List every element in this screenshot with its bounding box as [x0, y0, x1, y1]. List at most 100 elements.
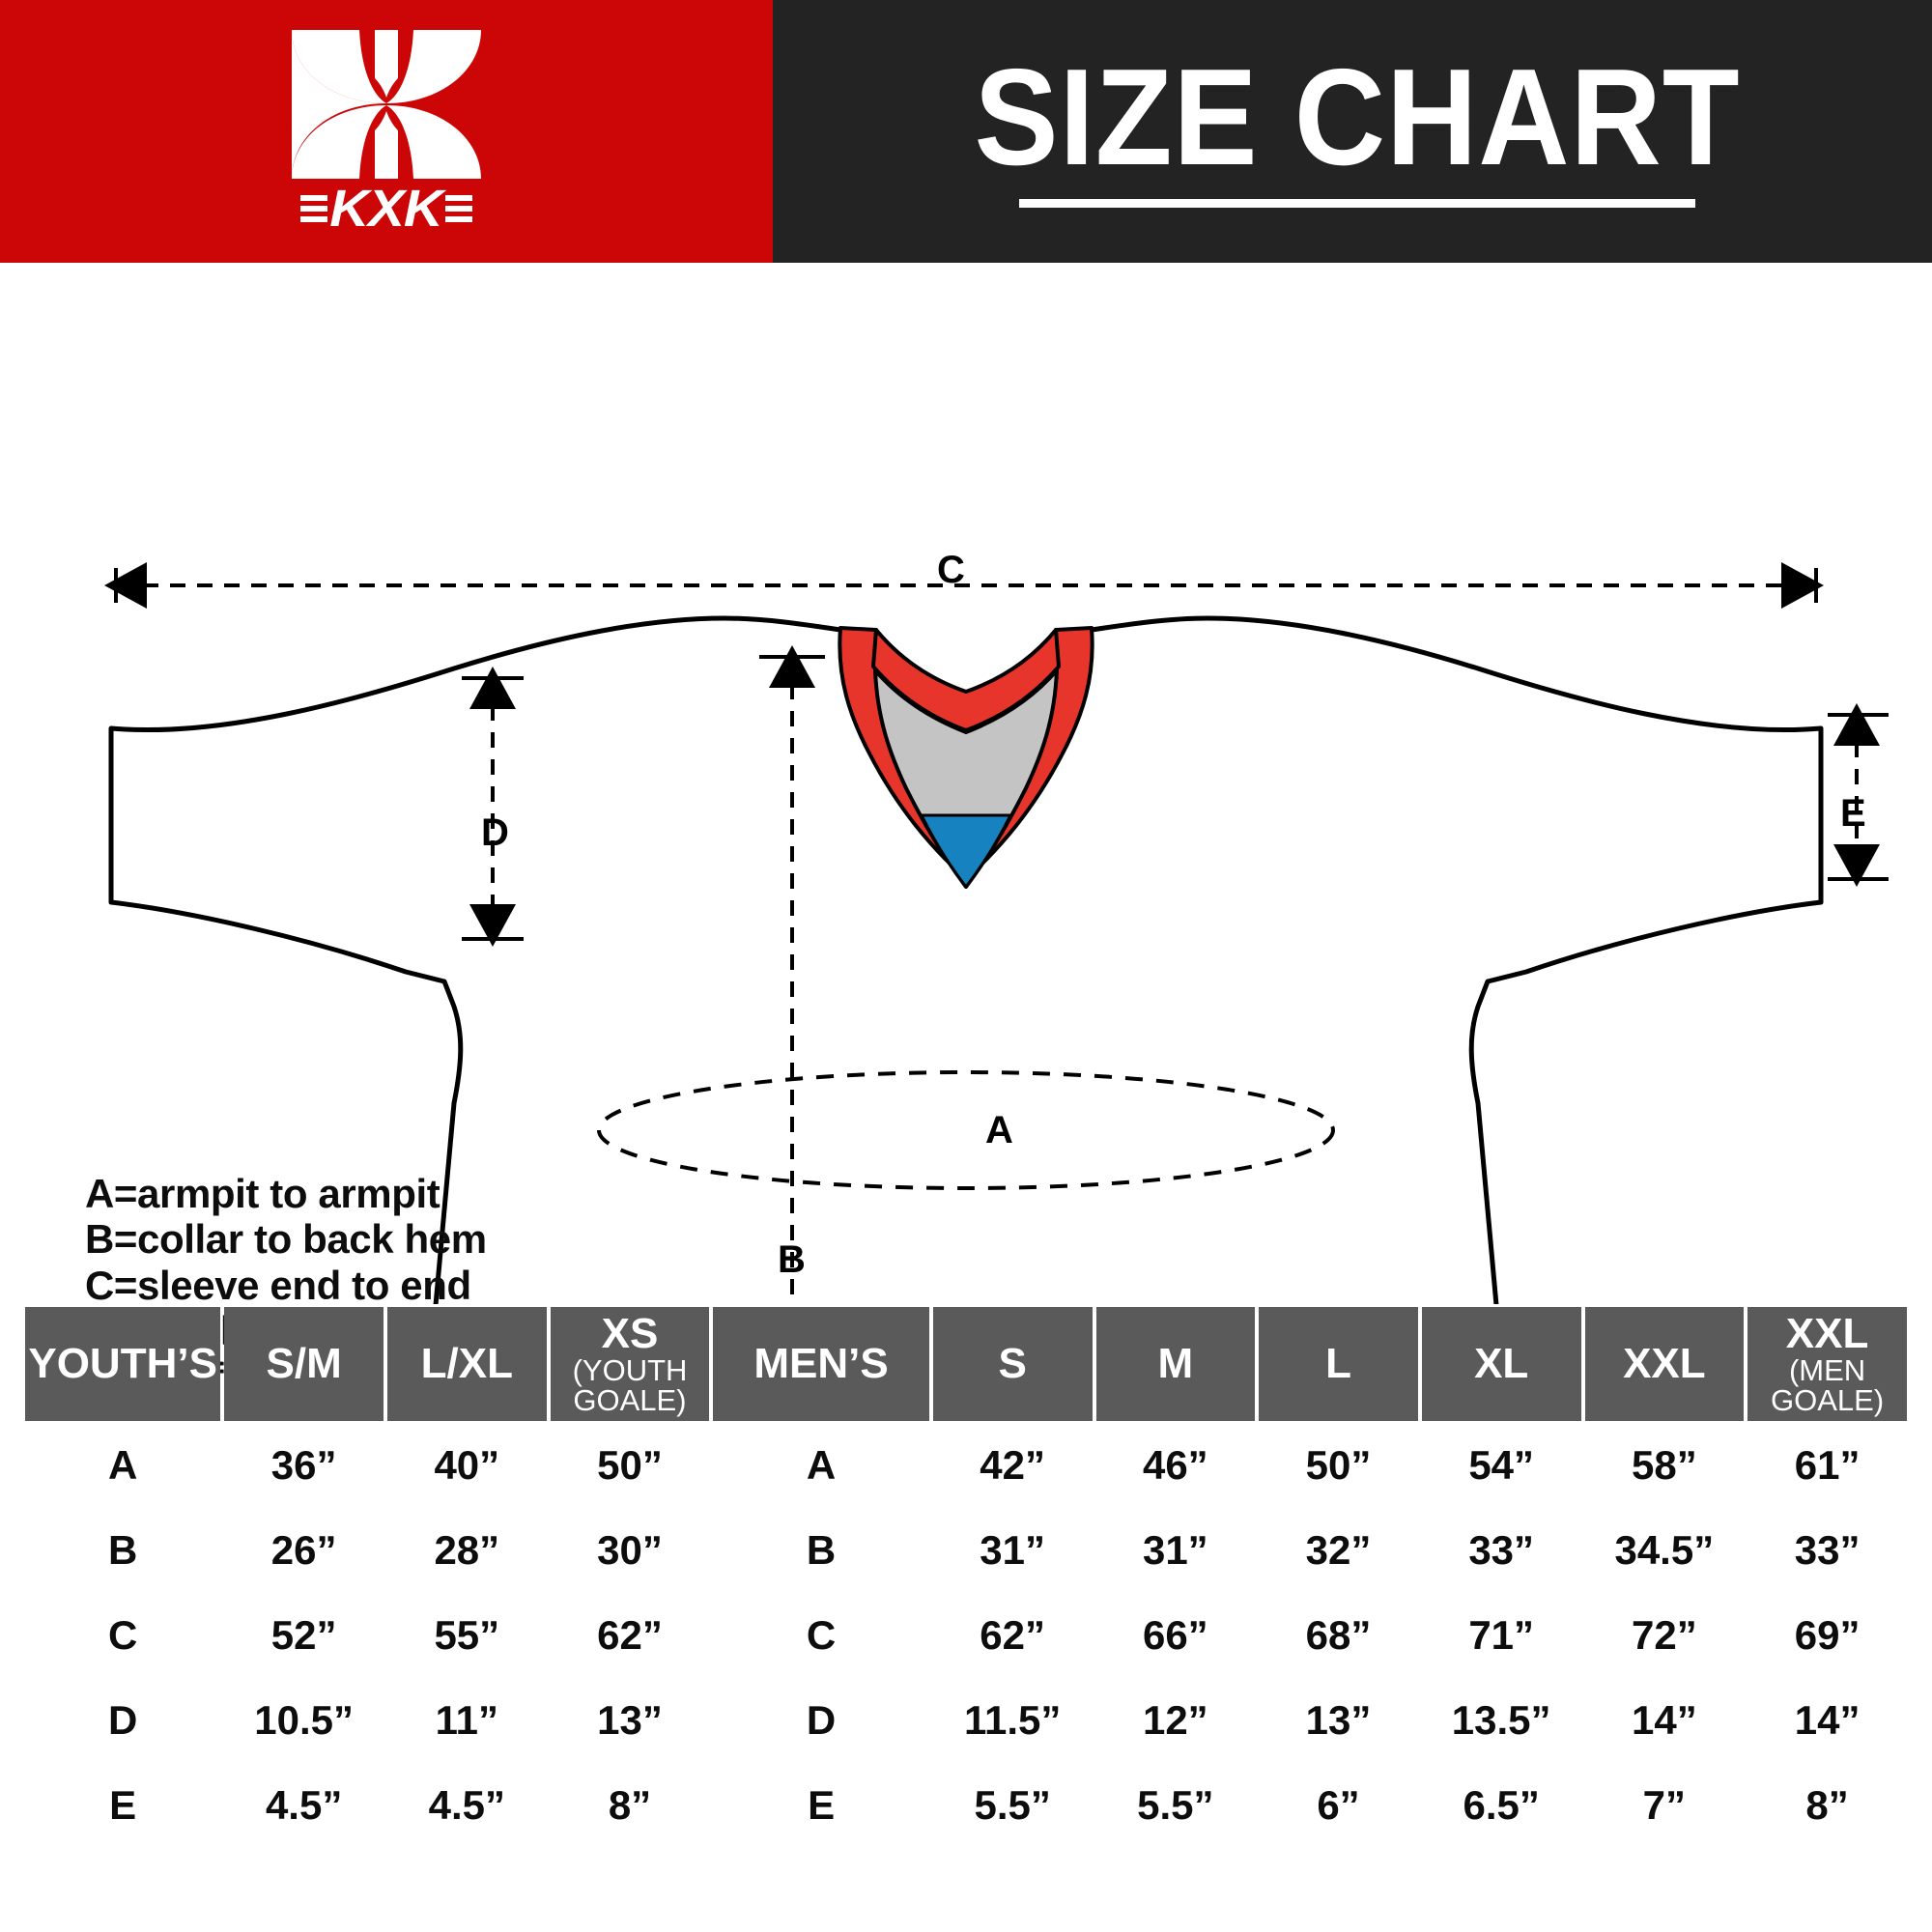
cell-youth-B-1: 28”: [386, 1510, 547, 1591]
table-row: D 10.5” 11” 13” D 11.5” 12” 13” 13.5” 14” 14”: [25, 1680, 1907, 1761]
cell-mens-E-2: 6”: [1259, 1765, 1418, 1846]
cell-mens-C-2: 68”: [1259, 1595, 1418, 1676]
row-label-mens-E: E: [713, 1765, 929, 1846]
title-panel: SIZE CHART: [773, 0, 1932, 263]
cell-youth-C-0: 52”: [224, 1595, 384, 1676]
cell-mens-A-0: 42”: [932, 1425, 1093, 1506]
legend-line-c: C=sleeve end to end: [85, 1262, 471, 1308]
legend-line-a: A=armpit to armpit: [85, 1171, 440, 1216]
cell-youth-A-2: 50”: [550, 1425, 710, 1506]
table-row: C 52” 55” 62” C 62” 66” 68” 71” 72” 69”: [25, 1595, 1907, 1676]
table-row: B 26” 28” 30” B 31” 31” 32” 33” 34.5” 33”: [25, 1510, 1907, 1591]
title-underline: [1019, 198, 1695, 208]
dimension-ellipse-A: [597, 1070, 1335, 1190]
row-label-mens-C: C: [713, 1595, 929, 1676]
triple-bar-icon-left: [300, 194, 328, 222]
page-title: SIZE CHART: [974, 41, 1741, 195]
cell-mens-C-3: 71”: [1421, 1595, 1581, 1676]
cell-mens-C-4: 72”: [1584, 1595, 1745, 1676]
cell-mens-E-3: 6.5”: [1421, 1765, 1581, 1846]
cell-mens-C-0: 62”: [932, 1595, 1093, 1676]
table-row: A 36” 40” 50” A 42” 46” 50” 54” 58” 61”: [25, 1425, 1907, 1506]
cell-mens-D-4: 14”: [1584, 1680, 1745, 1761]
cell-youth-D-2: 13”: [550, 1680, 710, 1761]
cell-mens-B-0: 31”: [932, 1510, 1093, 1591]
triple-bar-icon-right: [444, 194, 472, 222]
cell-mens-A-4: 58”: [1584, 1425, 1745, 1506]
cell-mens-C-1: 66”: [1095, 1595, 1256, 1676]
row-label-youth-E: E: [25, 1765, 221, 1846]
dimension-label-E: E: [1840, 792, 1866, 835]
header-youths-label: YOUTH’S: [28, 1340, 217, 1387]
brand-wordmark-row: KXK: [269, 183, 505, 235]
jersey-illustration: [104, 562, 1889, 1304]
header-youth-xs-goale: XS (YOUTH GOALE): [550, 1307, 710, 1421]
page-header: KXK SIZE CHART: [0, 0, 1932, 263]
cell-youth-E-0: 4.5”: [224, 1765, 384, 1846]
header-mens-s-main: S: [998, 1340, 1027, 1387]
cell-youth-B-2: 30”: [550, 1510, 710, 1591]
cell-youth-E-1: 4.5”: [386, 1765, 547, 1846]
cell-mens-E-4: 7”: [1584, 1765, 1745, 1846]
header-mens-m: M: [1095, 1307, 1256, 1421]
dimension-label-A: A: [985, 1109, 1013, 1151]
header-youth-xs-sub: (YOUTH GOALE): [572, 1353, 688, 1417]
jersey-outline: [108, 615, 1824, 1304]
row-label-youth-A: A: [25, 1425, 221, 1506]
cell-mens-D-2: 13”: [1259, 1680, 1418, 1761]
header-mens-xl: XL: [1421, 1307, 1581, 1421]
header-mens-s: S: [932, 1307, 1093, 1421]
row-label-mens-D: D: [713, 1680, 929, 1761]
table-row: E 4.5” 4.5” 8” E 5.5” 5.5” 6” 6.5” 7” 8”: [25, 1765, 1907, 1846]
cell-mens-A-2: 50”: [1259, 1425, 1418, 1506]
cell-mens-A-5: 61”: [1747, 1425, 1907, 1506]
cell-youth-A-0: 36”: [224, 1425, 384, 1506]
header-mens-l: L: [1259, 1307, 1418, 1421]
cell-mens-E-5: 8”: [1747, 1765, 1907, 1846]
cell-youth-D-1: 11”: [386, 1680, 547, 1761]
header-mens-m-main: M: [1157, 1340, 1194, 1387]
cell-mens-D-1: 12”: [1095, 1680, 1256, 1761]
cell-mens-C-5: 69”: [1747, 1595, 1907, 1676]
cell-mens-E-0: 5.5”: [932, 1765, 1093, 1846]
header-mens-xxlg-sub: (MEN GOALE): [1771, 1353, 1885, 1417]
row-label-youth-C: C: [25, 1595, 221, 1676]
row-label-youth-B: B: [25, 1510, 221, 1591]
header-youth-lxl: L/XL: [386, 1307, 547, 1421]
header-mens-label: MEN’S: [753, 1340, 889, 1387]
dimension-label-C: C: [937, 549, 965, 591]
cell-youth-C-2: 62”: [550, 1595, 710, 1676]
header-mens-xxl-goale: XXL (MEN GOALE): [1747, 1307, 1907, 1421]
cell-mens-A-1: 46”: [1095, 1425, 1256, 1506]
kxk-hourglass-icon: [292, 29, 481, 179]
cell-mens-A-3: 54”: [1421, 1425, 1581, 1506]
legend-line-b: B=collar to back hem: [85, 1216, 487, 1263]
brand-logo: KXK: [266, 28, 507, 236]
brand-wordmark: KXK: [329, 179, 444, 238]
cell-youth-E-2: 8”: [550, 1765, 710, 1846]
header-youth-xs-main: XS: [601, 1310, 659, 1357]
header-mens-xxlg-main: XXL: [1785, 1310, 1869, 1357]
cell-mens-B-4: 34.5”: [1584, 1510, 1745, 1591]
dimension-label-D: D: [481, 811, 509, 854]
cell-mens-B-2: 32”: [1259, 1510, 1418, 1591]
header-youths: YOUTH’S: [25, 1307, 221, 1421]
row-label-mens-B: B: [713, 1510, 929, 1591]
header-mens-xxl-main: XXL: [1623, 1340, 1706, 1387]
brand-panel: KXK: [0, 0, 773, 263]
header-mens: MEN’S: [713, 1307, 929, 1421]
row-label-youth-D: D: [25, 1680, 221, 1761]
cell-mens-B-3: 33”: [1421, 1510, 1581, 1591]
header-mens-l-main: L: [1325, 1340, 1351, 1387]
cell-youth-A-1: 40”: [386, 1425, 547, 1506]
row-label-mens-A: A: [713, 1425, 929, 1506]
cell-youth-B-0: 26”: [224, 1510, 384, 1591]
table-body: A 36” 40” 50” A 42” 46” 50” 54” 58” 61” B 26” 28” 30” B…: [25, 1425, 1907, 1846]
header-youth-lxl-main: L/XL: [420, 1340, 513, 1387]
size-table-wrap: YOUTH’S S/M L/XL XS (YOUTH GOALE) MEN’S …: [21, 1303, 1911, 1850]
collar-tip-accent: [920, 813, 1012, 889]
cell-mens-D-5: 14”: [1747, 1680, 1907, 1761]
cell-youth-C-1: 55”: [386, 1595, 547, 1676]
header-youth-sm: S/M: [224, 1307, 384, 1421]
cell-mens-E-1: 5.5”: [1095, 1765, 1256, 1846]
